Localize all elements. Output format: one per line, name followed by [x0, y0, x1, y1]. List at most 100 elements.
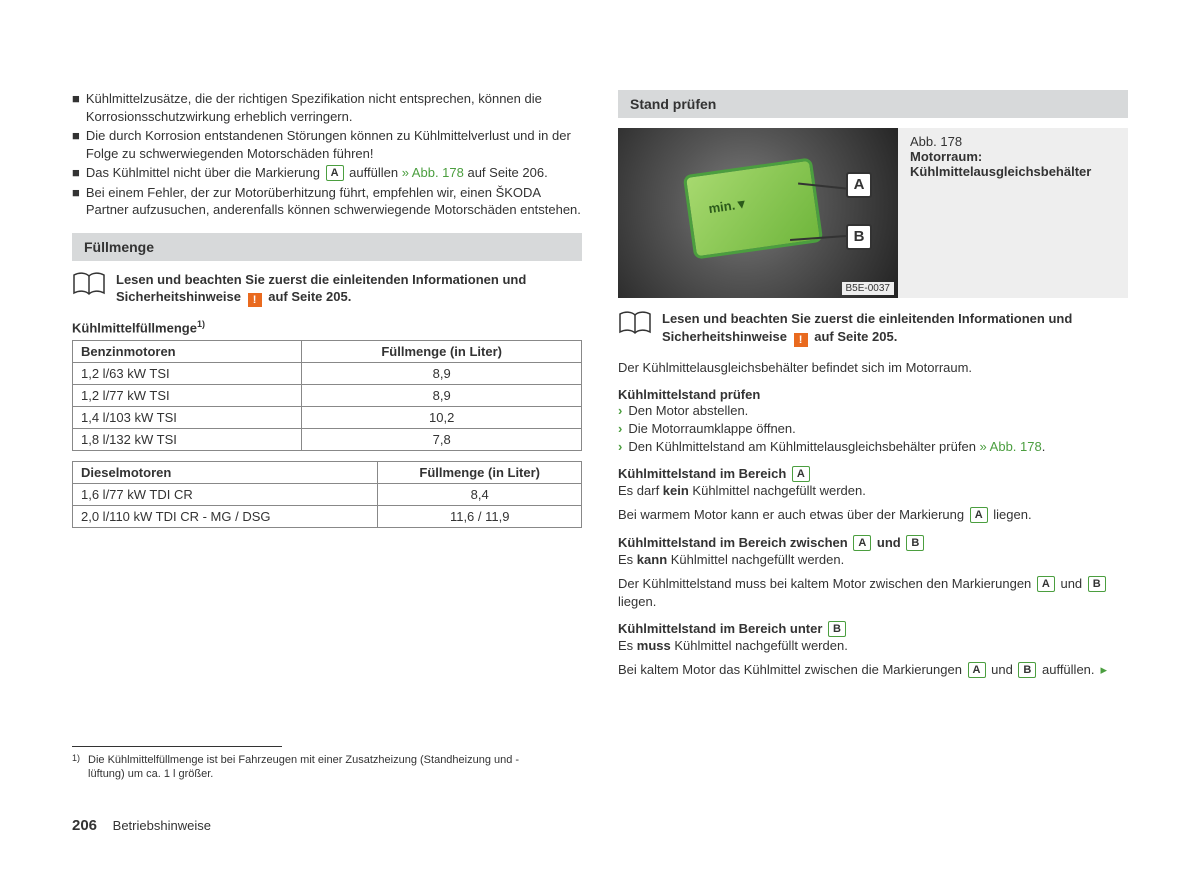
bold-text: kann [637, 552, 667, 567]
bullet-item: ■ Kühlmittelzusätze, die der richtigen S… [72, 90, 582, 125]
bullet-text: Die durch Korrosion entstandenen Störung… [86, 127, 582, 162]
text-fragment: Es [618, 552, 637, 567]
text-fragment: liegen. [990, 507, 1032, 522]
text-fragment: und [1057, 576, 1086, 591]
bullet-icon: ■ [72, 127, 80, 162]
marker-a: A [1037, 576, 1055, 592]
section-heading-stand-pruefen: Stand prüfen [618, 90, 1128, 118]
book-icon [618, 310, 652, 336]
text-fragment: liegen. [618, 594, 656, 609]
footnote: 1) Die Kühlmittelfüllmenge ist bei Fahrz… [72, 753, 542, 782]
figure-reference-link[interactable]: » Abb. 178 [980, 439, 1042, 454]
range-b-body: Es muss Kühlmittel nachgefüllt werden. [618, 637, 1128, 655]
table-cell: 10,2 [302, 406, 582, 428]
text-fragment: Kühlmittel nachgefüllt werden. [667, 552, 844, 567]
bold-text: kein [663, 483, 689, 498]
bullet-item: ■ Die durch Korrosion entstandenen Störu… [72, 127, 582, 162]
text-fragment: Das Kühlmittel nicht über die Markierung [86, 165, 324, 180]
table-header: Füllmenge (in Liter) [302, 340, 582, 362]
table-cell: 11,6 / 11,9 [378, 505, 582, 527]
subheading-range-a: Kühlmittelstand im Bereich A [618, 466, 1128, 482]
marker-a: A [326, 165, 344, 181]
read-first-note: Lesen und beachten Sie zuerst die einlei… [72, 271, 582, 308]
subheading-range-b: Kühlmittelstand im Bereich unter B [618, 621, 1128, 637]
left-column: ■ Kühlmittelzusätze, die der richtigen S… [72, 90, 582, 781]
text-fragment: Kühlmittelstand im Bereich unter [618, 621, 826, 636]
table-row: 1,8 l/132 kW TSI7,8 [73, 428, 582, 450]
table-cell: 1,4 l/103 kW TSI [73, 406, 302, 428]
footnote-text: Die Kühlmittelfüllmenge ist bei Fahrzeug… [88, 753, 542, 782]
caption-text: Kühlmittelfüllmenge [72, 321, 197, 336]
table-header-row: Dieselmotoren Füllmenge (in Liter) [73, 461, 582, 483]
step-item: › Den Kühlmittelstand am Kühlmittelausgle… [618, 438, 1128, 456]
text-fragment: auffüllen [346, 165, 402, 180]
section-heading-fuellmenge: Füllmenge [72, 233, 582, 261]
read-first-text: Lesen und beachten Sie zuerst die einlei… [662, 310, 1128, 347]
table-header: Dieselmotoren [73, 461, 378, 483]
text-fragment: auf Seite 205. [265, 289, 352, 304]
table-cell: 1,8 l/132 kW TSI [73, 428, 302, 450]
text-fragment: Den Kühlmittelstand am Kühlmittelausglei… [628, 439, 979, 454]
text-fragment: Es [618, 638, 637, 653]
table-row: 2,0 l/110 kW TDI CR - MG / DSG11,6 / 11,… [73, 505, 582, 527]
bullet-icon: ■ [72, 164, 80, 182]
read-first-note: Lesen und beachten Sie zuerst die einlei… [618, 310, 1128, 347]
figure-178: min.▼ A B B5E-0037 Abb. 178 Motorraum: K… [618, 128, 1128, 298]
bullet-text: Das Kühlmittel nicht über die Markierung… [86, 164, 548, 182]
bold-text: muss [637, 638, 671, 653]
text-fragment: . [1042, 439, 1046, 454]
table-cell: 1,2 l/77 kW TSI [73, 384, 302, 406]
bullet-text: Bei einem Fehler, der zur Motorüberhitzu… [86, 184, 582, 219]
text-fragment: auf Seite 205. [811, 329, 898, 344]
footnote-rule [72, 746, 282, 747]
step-text: Den Kühlmittelstand am Kühlmittelausglei… [628, 438, 1045, 456]
bullet-item: ■ Das Kühlmittel nicht über die Markieru… [72, 164, 582, 182]
table-cell: 8,9 [302, 384, 582, 406]
right-column: Stand prüfen min.▼ A B B5E-0037 Abb. 178… [618, 90, 1128, 781]
table-cell: 7,8 [302, 428, 582, 450]
text-fragment: Kühlmittel nachgefüllt werden. [671, 638, 848, 653]
text-fragment: auf Seite 206. [464, 165, 548, 180]
marker-a: A [970, 507, 988, 523]
warning-icon: ! [248, 293, 262, 307]
read-first-text: Lesen und beachten Sie zuerst die einlei… [116, 271, 582, 308]
table-row: 1,2 l/63 kW TSI8,9 [73, 362, 582, 384]
continuation-arrow-icon: ▸ [1101, 662, 1108, 677]
table-cell: 2,0 l/110 kW TDI CR - MG / DSG [73, 505, 378, 527]
footer-section: Betriebshinweise [113, 818, 211, 833]
warm-engine-note: Bei warmem Motor kann er auch etwas über… [618, 506, 1128, 524]
page-footer: 206 Betriebshinweise [72, 817, 211, 834]
text-fragment: Kühlmittelstand im Bereich zwischen [618, 535, 851, 550]
text-fragment: und [988, 662, 1017, 677]
marker-a: A [853, 535, 871, 551]
step-item: ›Die Motorraumklappe öffnen. [618, 420, 1128, 438]
chevron-icon: › [618, 402, 622, 420]
table-row: 1,6 l/77 kW TDI CR8,4 [73, 483, 582, 505]
footnote-number: 1) [72, 753, 80, 782]
table-row: 1,4 l/103 kW TSI10,2 [73, 406, 582, 428]
text-fragment: Bei kaltem Motor das Kühlmittel zwischen… [618, 662, 966, 677]
table-diesel-engines: Dieselmotoren Füllmenge (in Liter) 1,6 l… [72, 461, 582, 528]
text-fragment: Bei warmem Motor kann er auch etwas über… [618, 507, 968, 522]
marker-b: B [906, 535, 924, 551]
table-row: 1,2 l/77 kW TSI8,9 [73, 384, 582, 406]
cold-engine-note: Der Kühlmittelstand muss bei kaltem Moto… [618, 575, 1128, 611]
page-number: 206 [72, 817, 97, 834]
chevron-icon: › [618, 438, 622, 456]
text-fragment: Es darf [618, 483, 663, 498]
table-caption: Kühlmittelfüllmenge1) [72, 319, 582, 335]
coolant-cap-graphic: min.▼ [683, 157, 824, 259]
table-header: Füllmenge (in Liter) [378, 461, 582, 483]
marker-a: A [792, 466, 810, 482]
bullet-icon: ■ [72, 90, 80, 125]
step-item: › Den Motor abstellen. [618, 402, 1128, 420]
text-fragment: Kühlmittelstand im Bereich [618, 466, 790, 481]
table-cell: 8,4 [378, 483, 582, 505]
table-header: Benzinmotoren [73, 340, 302, 362]
marker-b: B [1088, 576, 1106, 592]
figure-image: min.▼ A B B5E-0037 [618, 128, 898, 298]
table-cell: 1,2 l/63 kW TSI [73, 362, 302, 384]
step-text: Den Motor abstellen. [628, 402, 748, 420]
range-ab-body: Es kann Kühlmittel nachgefüllt werden. [618, 551, 1128, 569]
figure-reference-link[interactable]: » Abb. 178 [402, 165, 464, 180]
